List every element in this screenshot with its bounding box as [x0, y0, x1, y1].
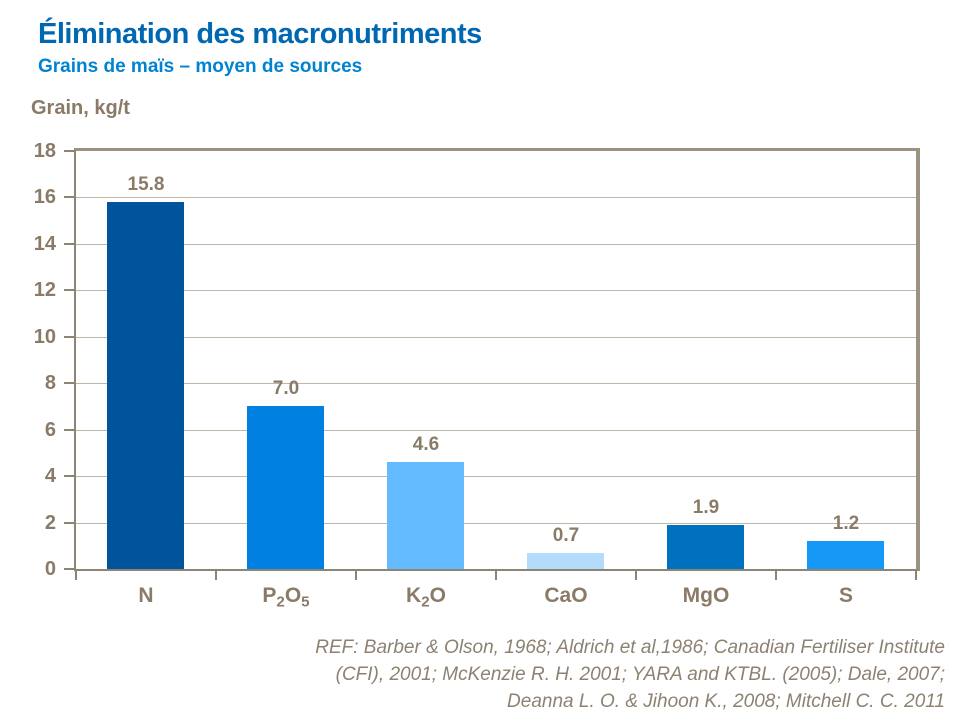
page-subtitle: Grains de maïs – moyen de sources — [38, 56, 363, 77]
reference-line: REF: Barber & Olson, 1968; Aldrich et al… — [315, 637, 945, 658]
y-axis-tick — [64, 335, 74, 338]
bar-cao — [527, 552, 605, 569]
y-gridline — [76, 383, 916, 385]
y-axis-tick-label: 14 — [33, 232, 56, 255]
bar-mgo — [667, 524, 745, 569]
bar-s — [807, 541, 885, 569]
y-axis-title: Grain, kg/t — [31, 97, 130, 119]
bar-value-label: 1.2 — [832, 513, 860, 535]
category-slot-cao: 0.7 CaO — [496, 151, 636, 607]
x-axis-category-label: N — [138, 584, 154, 607]
y-axis-tick — [64, 150, 74, 152]
bar-value-label: 4.6 — [412, 434, 440, 456]
y-axis-tick — [64, 428, 74, 431]
reference-line: (CFI), 2001; McKenzie R. H. 2001; YARA a… — [335, 664, 945, 685]
category-slot-k2o: 4.6 K2O — [356, 151, 496, 611]
bar-value-label: 15.8 — [127, 174, 165, 196]
y-axis-tick — [64, 382, 74, 385]
y-axis-tick-label: 0 — [44, 558, 56, 580]
x-axis-tick — [775, 571, 777, 580]
bar-p2o5 — [247, 406, 325, 569]
y-gridline — [76, 197, 916, 199]
bar-k2o — [387, 462, 465, 569]
category-slot-mgo: 1.9 MgO — [636, 151, 776, 607]
y-axis-tick — [64, 242, 74, 245]
x-axis-tick — [214, 571, 217, 580]
category-slot-p2o5: 7.0 P2O5 — [216, 151, 356, 611]
page-title: Élimination des macronutriments — [38, 18, 482, 50]
x-axis-tick — [75, 571, 77, 580]
y-axis-tick-label: 2 — [44, 511, 56, 534]
reference-citation: REF: Barber & Olson, 1968; Aldrich et al… — [315, 634, 945, 715]
y-axis-tick-label: 12 — [33, 279, 56, 302]
y-gridline — [76, 243, 916, 245]
x-axis-category-label: MgO — [682, 584, 730, 607]
y-gridline — [76, 522, 916, 524]
x-axis-tick — [354, 571, 357, 580]
y-axis-tick-label: 4 — [44, 465, 56, 488]
x-axis-tick — [915, 571, 917, 580]
y-axis-tick — [64, 568, 74, 570]
y-axis-tick — [64, 196, 74, 199]
x-axis-category-label: CaO — [544, 584, 588, 607]
y-axis-tick-label: 8 — [44, 372, 56, 395]
y-axis-tick-label: 16 — [33, 186, 56, 209]
y-gridline — [76, 429, 916, 431]
x-axis-category-label: S — [838, 584, 853, 607]
y-gridline — [76, 290, 916, 292]
y-axis-tick-label: 10 — [33, 325, 56, 348]
chart-plot-area: 0 2 4 6 8 10 12 14 16 18 15.8 N 7.0 P2O5 4.6 K2O 0.7 CaO 1… — [34, 140, 920, 611]
bar-value-label: 7.0 — [272, 378, 300, 400]
category-slot-n: 15.8 N — [76, 151, 216, 607]
bar-n — [107, 202, 185, 569]
y-axis-tick — [64, 521, 74, 524]
bar-value-label: 0.7 — [552, 524, 580, 546]
x-axis-tick — [634, 571, 637, 580]
x-axis-tick — [495, 571, 497, 580]
y-axis-tick — [64, 289, 74, 292]
x-axis-category-label: K2O — [406, 584, 446, 611]
y-axis-tick-label: 18 — [33, 140, 56, 162]
bar-value-label: 1.9 — [692, 496, 720, 518]
reference-line: Deanna L. O. & Jihoon K., 2008; Mitchell… — [507, 691, 945, 712]
y-axis-tick-label: 6 — [44, 418, 56, 441]
category-slot-s: 1.2 S — [776, 151, 916, 607]
y-gridline — [76, 336, 916, 338]
x-axis-category-label: P2O5 — [262, 584, 310, 611]
y-axis-tick — [64, 475, 74, 478]
y-gridline — [76, 476, 916, 478]
